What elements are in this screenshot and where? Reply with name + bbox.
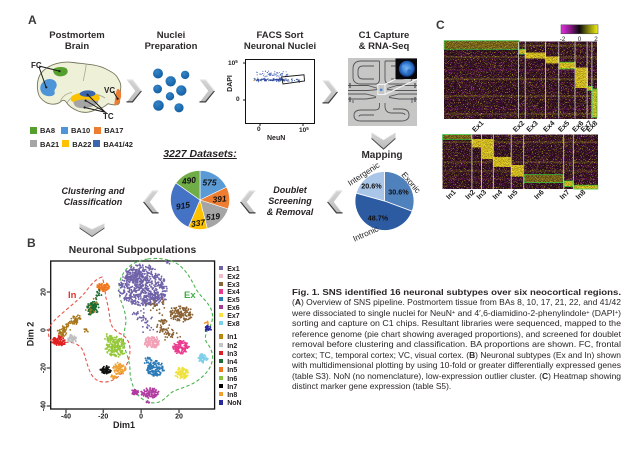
svg-text:In6: In6 — [532, 188, 546, 202]
svg-text:Ex1: Ex1 — [470, 119, 485, 134]
svg-text:337: 337 — [190, 217, 206, 229]
svg-text:490: 490 — [180, 175, 197, 187]
svg-text:In7: In7 — [558, 188, 572, 202]
svg-text:Ex5: Ex5 — [556, 119, 571, 134]
svg-text:In4: In4 — [490, 188, 504, 202]
svg-text:In5: In5 — [506, 188, 520, 202]
svg-text:575: 575 — [203, 178, 217, 188]
svg-text:Ex2: Ex2 — [511, 119, 526, 134]
svg-text:0: 0 — [41, 328, 48, 332]
svg-text:391: 391 — [212, 193, 227, 204]
svg-text:In8: In8 — [574, 188, 588, 202]
svg-text:0: 0 — [578, 36, 582, 43]
svg-text:915: 915 — [175, 199, 191, 211]
svg-text:In1: In1 — [444, 188, 458, 202]
svg-text:2: 2 — [594, 36, 598, 43]
svg-text:48.7%: 48.7% — [368, 214, 389, 223]
svg-text:-20: -20 — [41, 363, 48, 373]
svg-text:30.6%: 30.6% — [388, 188, 409, 197]
svg-text:20: 20 — [41, 288, 48, 296]
svg-text:Ex: Ex — [184, 290, 196, 301]
svg-text:-40: -40 — [41, 401, 48, 411]
svg-text:Ex3: Ex3 — [524, 119, 539, 134]
svg-text:Intronic: Intronic — [352, 224, 380, 243]
svg-text:In: In — [68, 290, 77, 301]
svg-text:20: 20 — [175, 414, 183, 421]
svg-text:-2: -2 — [560, 36, 566, 43]
svg-text:519: 519 — [205, 211, 220, 222]
svg-text:20.6%: 20.6% — [361, 182, 382, 191]
svg-text:-20: -20 — [98, 414, 108, 421]
svg-text:Ex4: Ex4 — [541, 119, 556, 134]
svg-text:-40: -40 — [61, 414, 71, 421]
svg-text:In3: In3 — [474, 188, 488, 202]
svg-text:0: 0 — [139, 414, 143, 421]
